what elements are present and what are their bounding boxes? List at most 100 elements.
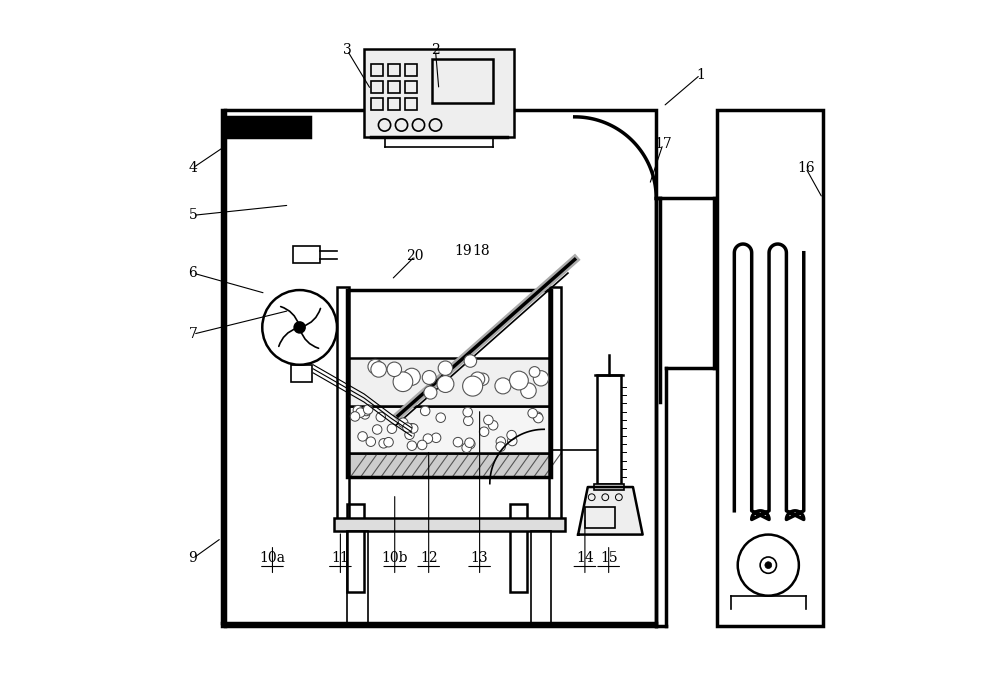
Circle shape [423,434,433,443]
Circle shape [507,430,516,440]
Circle shape [453,437,463,447]
Circle shape [407,441,417,450]
Text: 19: 19 [454,244,471,258]
Circle shape [360,410,370,419]
Text: 1: 1 [696,68,705,82]
Bar [347,406,551,453]
Text: 7: 7 [189,327,197,341]
Bar [717,110,823,626]
Circle shape [464,355,477,368]
Bar [364,49,514,137]
Circle shape [262,290,337,365]
Text: 18: 18 [472,244,490,258]
Circle shape [465,438,474,447]
Circle shape [462,443,471,453]
Bar [585,507,615,528]
Bar [334,518,565,531]
Circle shape [495,378,511,394]
Text: 17: 17 [654,137,672,151]
Circle shape [384,437,393,447]
Circle shape [356,408,365,417]
Bar [228,117,310,137]
Circle shape [376,412,386,421]
Circle shape [463,407,472,417]
Circle shape [422,370,436,385]
Bar [594,484,624,490]
Bar [597,375,621,484]
Circle shape [508,436,517,446]
Circle shape [371,361,386,377]
Bar [388,81,400,93]
Bar [405,98,417,110]
Circle shape [393,372,413,391]
Circle shape [398,418,408,428]
Circle shape [534,413,543,423]
Circle shape [379,439,388,448]
Bar [549,286,561,524]
Text: 20: 20 [406,249,424,263]
Circle shape [437,376,454,392]
Circle shape [496,442,505,451]
Circle shape [464,416,473,426]
Bar [347,453,551,477]
Text: 11: 11 [332,551,349,565]
Bar [291,365,312,382]
Bar [510,504,527,592]
Circle shape [533,371,549,386]
Circle shape [403,423,412,432]
Text: 6: 6 [189,266,197,280]
Text: 15: 15 [600,551,617,565]
Bar [405,64,417,76]
Text: 10b: 10b [381,551,408,565]
Circle shape [363,404,373,414]
Circle shape [463,376,483,396]
Circle shape [431,433,441,443]
Bar [388,98,400,110]
Bar [347,358,551,406]
Bar [531,531,551,623]
Circle shape [387,424,397,434]
Circle shape [521,383,536,398]
Circle shape [368,359,383,374]
Bar [388,64,400,76]
Bar [337,286,349,524]
Bar [222,110,656,626]
Circle shape [366,437,376,447]
Circle shape [438,361,453,375]
Circle shape [510,371,528,390]
Bar [371,98,383,110]
Circle shape [403,368,420,385]
Bar [347,531,368,623]
Text: 5: 5 [189,208,197,222]
Polygon shape [578,487,643,535]
Circle shape [387,362,402,376]
Circle shape [533,412,542,421]
Circle shape [353,405,363,415]
Text: 4: 4 [189,161,197,175]
Text: 2: 2 [431,43,440,57]
Circle shape [436,413,445,422]
Circle shape [528,409,537,418]
Bar [293,246,320,263]
Bar [347,290,551,477]
Circle shape [358,432,367,441]
Bar [405,81,417,93]
Text: 9: 9 [189,551,197,565]
Bar [432,59,493,103]
Text: 12: 12 [420,551,437,565]
Circle shape [529,367,540,377]
Circle shape [479,427,489,436]
Circle shape [466,439,475,449]
Circle shape [408,424,418,433]
Circle shape [362,406,371,416]
Circle shape [407,424,417,433]
Circle shape [765,562,772,569]
Text: 16: 16 [797,161,814,175]
Circle shape [496,437,506,446]
Text: 13: 13 [471,551,488,565]
Circle shape [477,373,489,385]
Circle shape [760,557,776,574]
Text: 10a: 10a [259,551,285,565]
Circle shape [738,535,799,595]
Circle shape [294,322,305,333]
